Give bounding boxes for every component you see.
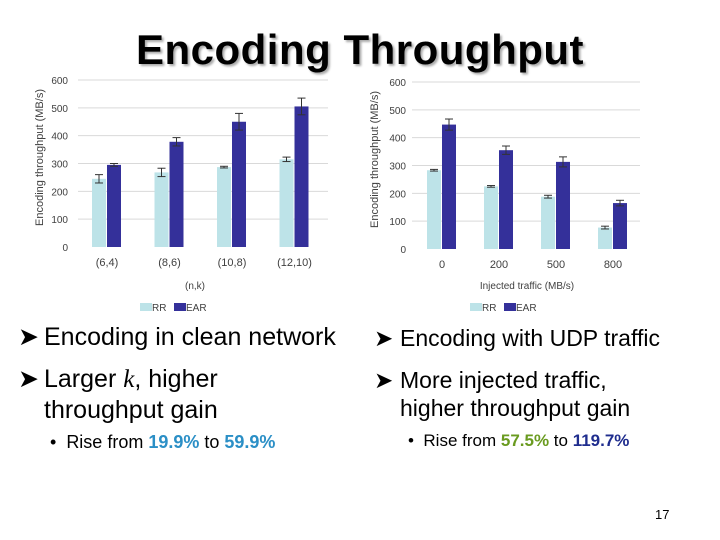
left-bullet-1: ➤ Encoding in clean network: [18, 322, 358, 352]
right-chart-x-tick-label: 800: [604, 259, 622, 271]
left-chart-y-tick-label: 0: [62, 243, 68, 254]
left-bullet-2-k: k: [123, 366, 135, 393]
right-chart-x-axis-label: Injected traffic (MB/s): [480, 281, 574, 292]
right-chart-bar-ear: [613, 203, 627, 249]
left-chart-bar-rr: [154, 172, 169, 247]
right-chart-bar-rr: [427, 170, 441, 249]
right-chart-bar-rr: [598, 227, 612, 249]
left-chart-bar-ear: [169, 141, 184, 247]
left-bullet-2-text-b: , higher: [134, 365, 218, 393]
left-chart-y-tick-label: 500: [51, 104, 68, 115]
left-chart-legend-swatch-rr: [140, 303, 152, 311]
right-bullet-2: ➤ More injected traffic,: [374, 366, 714, 394]
left-chart-x-tick-label: (12,10): [277, 257, 312, 269]
right-chart-y-tick-label: 500: [389, 106, 406, 117]
right-sub-value-2: 119.7%: [572, 431, 630, 450]
chart-udp-traffic: 0 100 200 300 400 500 600 Encoding throughput (…: [369, 78, 640, 314]
right-chart-y-tick-label: 300: [389, 162, 406, 173]
left-chart-y-tick-label: 600: [51, 76, 68, 87]
right-sub-value-1: 57.5%: [500, 431, 550, 450]
left-chart-y-axis-label: Encoding throughput (MB/s): [34, 89, 46, 226]
left-chart-x-tick-label: (10,8): [218, 257, 247, 269]
right-chart-bar-ear: [499, 150, 513, 249]
left-chart-y-tick-label: 400: [51, 132, 68, 143]
left-chart-x-tick-label: (6,4): [96, 257, 119, 269]
left-sub-text-b: to: [199, 432, 225, 452]
left-chart-y-tick-label: 100: [51, 215, 68, 226]
left-bullet-2-text-a: Larger: [44, 365, 124, 393]
left-chart-bar-rr: [279, 159, 294, 247]
left-chart-legend-label: EAR: [186, 303, 207, 314]
right-chart-bar-ear: [442, 124, 456, 249]
left-sub-value-1: 19.9%: [148, 432, 200, 452]
right-chart-legend-swatch-rr: [470, 303, 482, 311]
right-bullet-list: ➤ Encoding with UDP traffic ➤ More injecte…: [374, 324, 714, 452]
right-chart-y-tick-label: 200: [389, 189, 406, 200]
slide-title: Encoding Throughput: [135, 26, 585, 73]
left-chart-bar-ear: [294, 106, 309, 247]
right-chart-bar-ear: [556, 161, 570, 249]
left-sub-bullet: • Rise from 19.9% to 59.9%: [18, 431, 358, 453]
right-chart-legend-label: RR: [482, 303, 496, 314]
left-bullet-2: ➤ Larger k, higher: [18, 364, 358, 395]
right-chart-y-tick-label: 400: [389, 134, 406, 145]
dot-bullet-icon: •: [408, 431, 424, 450]
right-chart-y-tick-label: 600: [389, 78, 406, 89]
right-sub-text-a: Rise from: [423, 431, 501, 450]
right-chart-bar-rr: [484, 186, 498, 249]
left-chart-legend-label: RR: [152, 303, 166, 314]
right-chart-y-tick-label: 0: [400, 245, 406, 256]
right-chart-x-tick-label: 200: [490, 259, 508, 271]
left-chart-x-axis-label: (n,k): [185, 281, 205, 292]
left-sub-text-a: Rise from: [66, 432, 149, 452]
right-bullet-2-line1: More injected traffic,: [400, 367, 607, 393]
right-bullet-1-text: Encoding with UDP traffic: [400, 325, 660, 351]
right-chart-bar-rr: [541, 196, 555, 249]
left-bullet-list: ➤ Encoding in clean network ➤ Larger k, hi…: [18, 322, 358, 453]
dot-bullet-icon: •: [50, 432, 67, 452]
right-sub-bullet: • Rise from 57.5% to 119.7%: [374, 430, 714, 452]
left-chart-bar-ear: [232, 121, 246, 247]
right-chart-y-axis-label: Encoding throughput (MB/s): [369, 91, 381, 228]
right-sub-text-b: to: [549, 431, 573, 450]
left-chart-y-tick-label: 200: [51, 187, 68, 198]
left-chart-legend-swatch-ear: [174, 303, 186, 311]
left-chart-x-tick-label: (8,6): [158, 257, 181, 269]
arrow-bullet-icon: ➤: [18, 323, 39, 351]
right-bullet-1: ➤ Encoding with UDP traffic: [374, 324, 714, 352]
left-chart-bar-rr: [92, 178, 106, 247]
right-chart-legend-swatch-ear: [504, 303, 516, 311]
right-bullet-2-line2: higher throughput gain: [400, 395, 631, 421]
arrow-bullet-icon: ➤: [18, 365, 39, 393]
left-sub-value-2: 59.9%: [224, 432, 276, 452]
left-bullet-1-text: Encoding in clean network: [44, 323, 336, 351]
right-chart-x-tick-label: 0: [439, 259, 445, 271]
chart-clean-network: 0 100 200 300 400 500 600 Encoding throughput (…: [34, 76, 328, 314]
left-chart-bar-ear: [107, 164, 121, 247]
right-chart-legend-label: EAR: [516, 303, 537, 314]
right-chart-y-tick-label: 100: [389, 217, 406, 228]
right-chart-x-tick-label: 500: [547, 259, 565, 271]
page-number: 17: [655, 507, 670, 522]
left-chart-bar-rr: [217, 167, 231, 247]
arrow-bullet-icon: ➤: [374, 367, 394, 393]
left-bullet-2-line2: throughput gain: [44, 396, 218, 424]
left-chart-y-tick-label: 300: [51, 160, 68, 171]
arrow-bullet-icon: ➤: [374, 325, 394, 351]
